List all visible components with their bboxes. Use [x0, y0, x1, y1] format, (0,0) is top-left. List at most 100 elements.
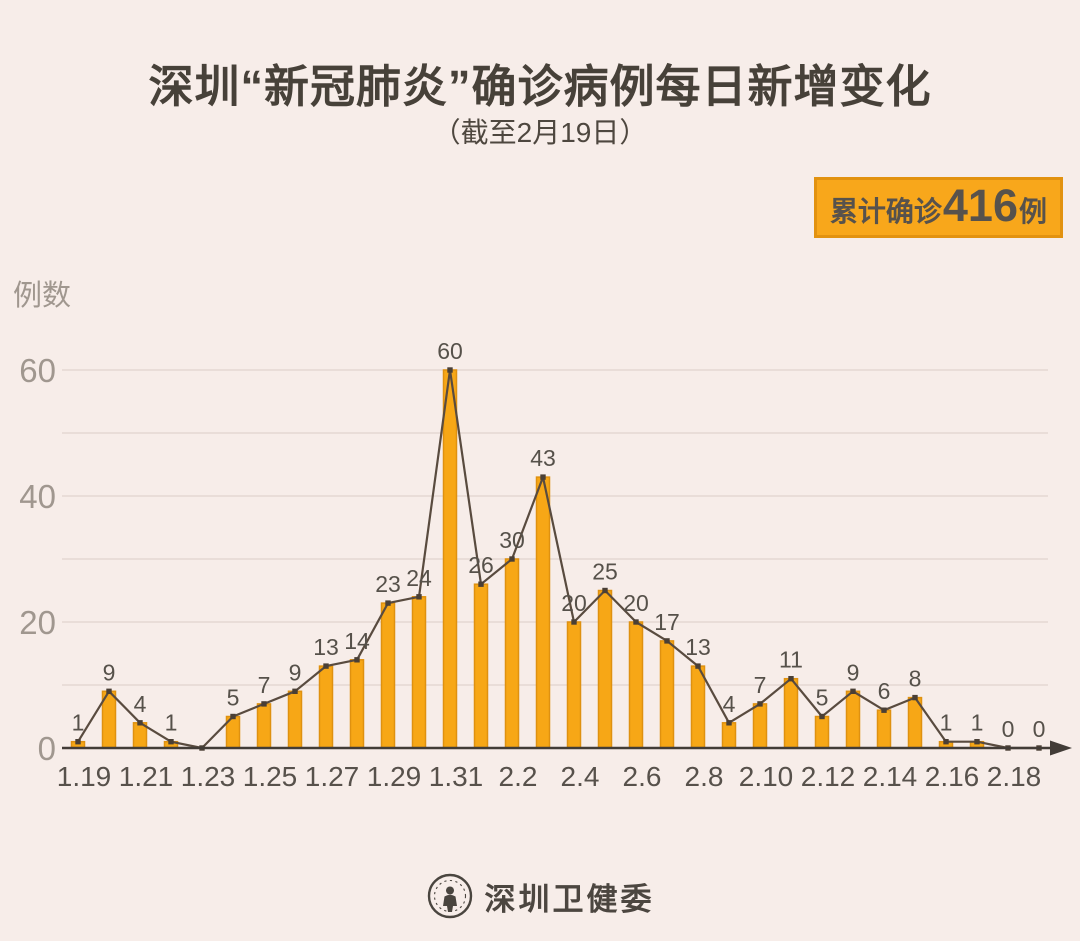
bar — [783, 677, 799, 749]
value-label: 9 — [103, 659, 116, 685]
data-point-marker — [292, 688, 298, 694]
bar — [845, 690, 861, 749]
data-point-marker — [106, 688, 112, 694]
bar — [876, 709, 892, 749]
bar — [504, 558, 520, 749]
data-point-marker — [664, 638, 670, 644]
data-point-marker — [168, 739, 174, 745]
value-label: 9 — [847, 659, 860, 685]
x-tick-label: 2.16 — [925, 761, 980, 792]
data-point-marker — [881, 707, 887, 713]
data-point-marker — [974, 739, 980, 745]
x-tick-label: 2.10 — [739, 761, 794, 792]
value-label: 30 — [499, 527, 525, 553]
bar — [628, 621, 644, 749]
x-tick-label: 1.23 — [181, 761, 236, 792]
bar — [473, 583, 489, 749]
bar — [752, 703, 768, 749]
data-point-marker — [75, 739, 81, 745]
x-tick-label: 1.31 — [429, 761, 484, 792]
bar — [287, 690, 303, 749]
value-label: 8 — [909, 666, 922, 692]
bar — [380, 602, 396, 749]
value-label: 1 — [971, 710, 984, 736]
value-label: 60 — [437, 338, 463, 364]
data-point-marker — [571, 619, 577, 625]
bar — [721, 722, 737, 749]
footer: 深圳卫健委 — [0, 872, 1080, 920]
x-tick-label: 2.12 — [801, 761, 856, 792]
value-label: 0 — [1033, 716, 1046, 742]
y-tick-label: 20 — [19, 604, 56, 641]
value-label: 1 — [72, 710, 85, 736]
value-label: 25 — [592, 559, 618, 585]
badge-value: 416 — [942, 180, 1018, 231]
bar — [659, 640, 675, 749]
bar — [690, 665, 706, 749]
x-tick-label: 2.18 — [987, 761, 1042, 792]
value-label: 17 — [654, 609, 680, 635]
data-point-marker — [137, 720, 143, 726]
value-label: 7 — [258, 672, 271, 698]
value-label: 24 — [406, 565, 432, 591]
data-point-marker — [385, 600, 391, 606]
data-point-marker — [726, 720, 732, 726]
bar — [318, 665, 334, 749]
value-label: 13 — [313, 634, 339, 660]
cumulative-total-badge: 累计确诊 416 例 — [813, 177, 1063, 238]
data-point-marker — [509, 556, 515, 562]
x-tick-label: 2.8 — [685, 761, 724, 792]
x-tick-label: 2.2 — [499, 761, 538, 792]
data-point-marker — [633, 619, 639, 625]
shenzhen-health-commission-logo-icon — [427, 873, 472, 919]
data-point-marker — [602, 587, 608, 594]
data-point-marker — [230, 713, 236, 720]
bar — [535, 476, 551, 749]
value-label: 20 — [561, 590, 587, 616]
value-label: 13 — [685, 634, 711, 660]
bar — [442, 369, 458, 749]
bar — [349, 659, 365, 749]
data-point-marker — [540, 474, 546, 480]
data-point-marker — [261, 701, 267, 707]
data-point-marker — [447, 367, 453, 373]
data-point-marker — [788, 676, 794, 682]
page-subtitle: （截至2月19日） — [432, 117, 648, 148]
data-point-marker — [912, 694, 918, 701]
x-tick-label: 1.29 — [367, 761, 422, 792]
x-tick-label: 2.6 — [623, 761, 662, 792]
value-label: 1 — [165, 710, 178, 736]
x-tick-label: 1.25 — [243, 761, 298, 792]
value-label: 23 — [375, 571, 401, 597]
y-tick-label: 60 — [19, 352, 56, 389]
data-point-marker — [943, 739, 949, 745]
value-label: 5 — [227, 685, 240, 711]
data-point-marker — [850, 688, 856, 694]
data-point-marker — [819, 713, 825, 720]
y-tick-label: 40 — [19, 478, 56, 515]
y-axis-title: 例数 — [13, 280, 72, 312]
x-tick-label: 1.27 — [305, 761, 360, 792]
value-label: 14 — [344, 628, 370, 654]
bar — [814, 715, 830, 749]
x-tick-label: 1.21 — [119, 761, 174, 792]
value-label: 7 — [754, 672, 767, 698]
data-point-marker — [354, 657, 360, 663]
value-label: 26 — [468, 552, 494, 578]
data-point-marker — [323, 663, 329, 669]
value-label: 4 — [723, 691, 736, 717]
bar — [597, 589, 613, 749]
value-label: 9 — [289, 659, 302, 685]
bar — [411, 596, 427, 749]
badge-unit: 例 — [1018, 196, 1047, 227]
trend-line — [77, 368, 1039, 750]
value-label: 5 — [816, 685, 829, 711]
data-point-marker — [695, 663, 701, 669]
y-tick-label: 0 — [38, 730, 56, 767]
x-tick-label: 1.19 — [57, 761, 112, 792]
value-label: 11 — [779, 647, 803, 673]
x-tick-label: 2.14 — [863, 761, 918, 792]
value-label: 4 — [134, 691, 147, 717]
